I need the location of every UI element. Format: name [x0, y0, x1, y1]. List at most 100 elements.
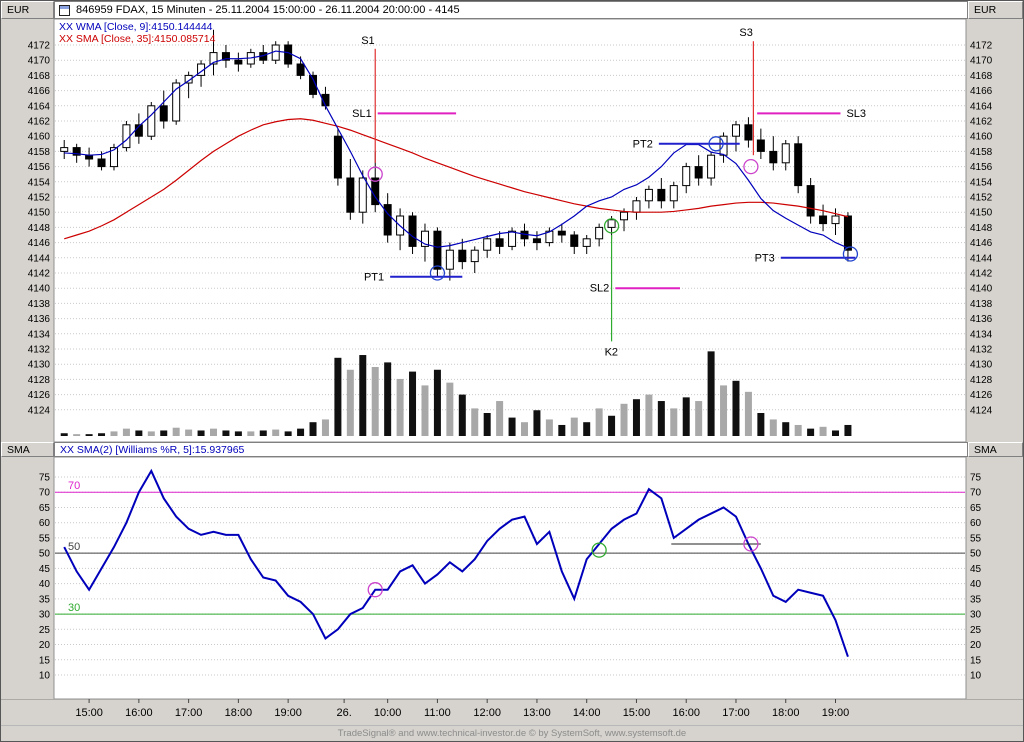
svg-text:PT3: PT3	[755, 252, 775, 264]
time-tick-label: 17:00	[722, 707, 750, 719]
svg-text:4134: 4134	[28, 329, 51, 340]
time-tick-label: 12:00	[473, 707, 501, 719]
svg-text:4144: 4144	[970, 253, 993, 264]
svg-text:K2: K2	[605, 346, 618, 358]
svg-text:4144: 4144	[28, 253, 51, 264]
candlestick-series	[60, 29, 852, 281]
svg-text:4130: 4130	[28, 360, 51, 371]
main-scale-unit-right[interactable]: EUR	[968, 1, 1023, 19]
svg-text:4140: 4140	[28, 284, 51, 295]
trade-annotations: S1 S3 K2 SL1 PT1 SL2 PT2 SL3 PT3	[352, 27, 866, 358]
osc-reference-lines: 70 50 30	[55, 480, 965, 615]
svg-text:4146: 4146	[970, 238, 993, 249]
svg-text:4150: 4150	[970, 208, 993, 219]
volume-bars	[60, 351, 852, 436]
svg-text:25: 25	[970, 625, 982, 636]
svg-text:4126: 4126	[28, 390, 51, 401]
svg-text:4142: 4142	[28, 269, 51, 280]
sma-line	[64, 118, 849, 240]
time-tick-label: 18:00	[225, 707, 253, 719]
svg-text:75: 75	[970, 473, 982, 484]
time-tick-label: 17:00	[175, 707, 203, 719]
svg-text:4166: 4166	[970, 86, 993, 97]
svg-text:4142: 4142	[970, 269, 993, 280]
osc-signal-circle	[743, 536, 759, 552]
svg-text:4162: 4162	[970, 117, 993, 128]
time-tick-label: 16:00	[125, 707, 153, 719]
svg-text:10: 10	[970, 670, 982, 681]
svg-text:70: 70	[39, 488, 51, 499]
time-tick-label: 10:00	[374, 707, 402, 719]
time-tick-label: 11:00	[424, 707, 451, 719]
svg-text:45: 45	[39, 564, 51, 575]
svg-text:S1: S1	[361, 35, 374, 47]
footer-watermark: TradeSignal® and www.technical-investor.…	[337, 728, 687, 739]
svg-text:15: 15	[39, 655, 51, 666]
time-axis[interactable]: 15:00 16:00 17:00 18:00 19:00 26. 10:00 11:00 12…	[1, 699, 1023, 725]
svg-text:4138: 4138	[970, 299, 993, 310]
svg-text:4168: 4168	[970, 71, 993, 82]
osc-axis-left: 10 15 20 25 30 35 40 45 50 55 60 65 70 75	[39, 473, 51, 682]
osc-scale-unit-right[interactable]: SMA	[968, 442, 1023, 457]
svg-text:55: 55	[970, 533, 982, 544]
svg-text:30: 30	[39, 610, 51, 621]
svg-text:4134: 4134	[970, 329, 993, 340]
time-tick-label: 15:00	[623, 707, 651, 719]
footer-bar: TradeSignal® and www.technical-investor.…	[1, 725, 1023, 741]
chart-title-bar[interactable]: 846959 FDAX, 15 Minuten - 25.11.2004 15:…	[54, 1, 968, 19]
main-axis-right: 4124 4126 4128 4130 4132 4134 4136 4138 4140 4142…	[970, 41, 993, 417]
osc-signal-circle	[591, 542, 607, 558]
svg-text:PT2: PT2	[633, 138, 653, 150]
oscillator-legend: XX SMA(2) [Williams %R, 5]:15.937965	[60, 443, 245, 456]
svg-text:PT1: PT1	[364, 271, 384, 283]
svg-text:4154: 4154	[970, 177, 993, 188]
svg-text:4148: 4148	[28, 223, 51, 234]
time-tick-label: 13:00	[523, 707, 551, 719]
svg-text:60: 60	[970, 518, 982, 529]
osc-scale-unit-left[interactable]: SMA	[1, 442, 54, 457]
main-axis-left: 4124 4126 4128 4130 4132 4134 4136 4138 4140 4142…	[28, 41, 51, 417]
svg-text:4166: 4166	[28, 86, 51, 97]
svg-text:4162: 4162	[28, 117, 51, 128]
svg-text:50: 50	[39, 549, 51, 560]
svg-text:4136: 4136	[970, 314, 993, 325]
oscillator-header-row: SMA XX SMA(2) [Williams %R, 5]:15.937965…	[1, 442, 1023, 457]
svg-text:45: 45	[970, 564, 982, 575]
main-price-chart[interactable]: 4124 4126 4128 4130 4132 4134 4136 4138 4140 4142…	[1, 19, 1023, 442]
svg-text:4158: 4158	[970, 147, 993, 158]
svg-text:60: 60	[39, 518, 51, 529]
time-tick-label: 18:00	[772, 707, 800, 719]
svg-text:50: 50	[68, 541, 80, 553]
svg-text:30: 30	[970, 610, 982, 621]
svg-text:4158: 4158	[28, 147, 51, 158]
svg-text:4170: 4170	[970, 56, 993, 67]
svg-text:4132: 4132	[28, 345, 51, 356]
williams-r-chart[interactable]: 10 15 20 25 30 35 40 45 50 55 60 65 70 75 10 15 20 25 30 35…	[1, 457, 1023, 699]
svg-text:4136: 4136	[28, 314, 51, 325]
main-scale-unit-left[interactable]: EUR	[1, 1, 54, 19]
svg-text:4160: 4160	[970, 132, 993, 143]
time-tick-label: 15:00	[75, 707, 103, 719]
osc-axis-right: 10 15 20 25 30 35 40 45 50 55 60 65 70 75	[970, 473, 982, 682]
svg-text:65: 65	[39, 503, 51, 514]
svg-text:4170: 4170	[28, 56, 51, 67]
chart-title: 846959 FDAX, 15 Minuten - 25.11.2004 15:…	[76, 4, 460, 16]
main-chart-panel: 4124 4126 4128 4130 4132 4134 4136 4138 4140 4142…	[1, 19, 1023, 442]
time-tick-label: 16:00	[672, 707, 700, 719]
svg-text:4128: 4128	[970, 375, 993, 386]
svg-text:50: 50	[970, 549, 982, 560]
svg-text:20: 20	[39, 640, 51, 651]
svg-text:4124: 4124	[28, 405, 51, 416]
svg-text:SL3: SL3	[846, 108, 866, 120]
svg-text:4150: 4150	[28, 208, 51, 219]
svg-text:40: 40	[970, 579, 982, 590]
svg-text:4172: 4172	[28, 41, 51, 52]
svg-text:55: 55	[39, 533, 51, 544]
svg-text:15: 15	[970, 655, 982, 666]
svg-text:4154: 4154	[28, 177, 51, 188]
svg-text:4146: 4146	[28, 238, 51, 249]
svg-text:70: 70	[68, 480, 80, 492]
svg-text:4156: 4156	[28, 162, 51, 173]
oscillator-legend-bar: XX SMA(2) [Williams %R, 5]:15.937965	[54, 442, 968, 457]
